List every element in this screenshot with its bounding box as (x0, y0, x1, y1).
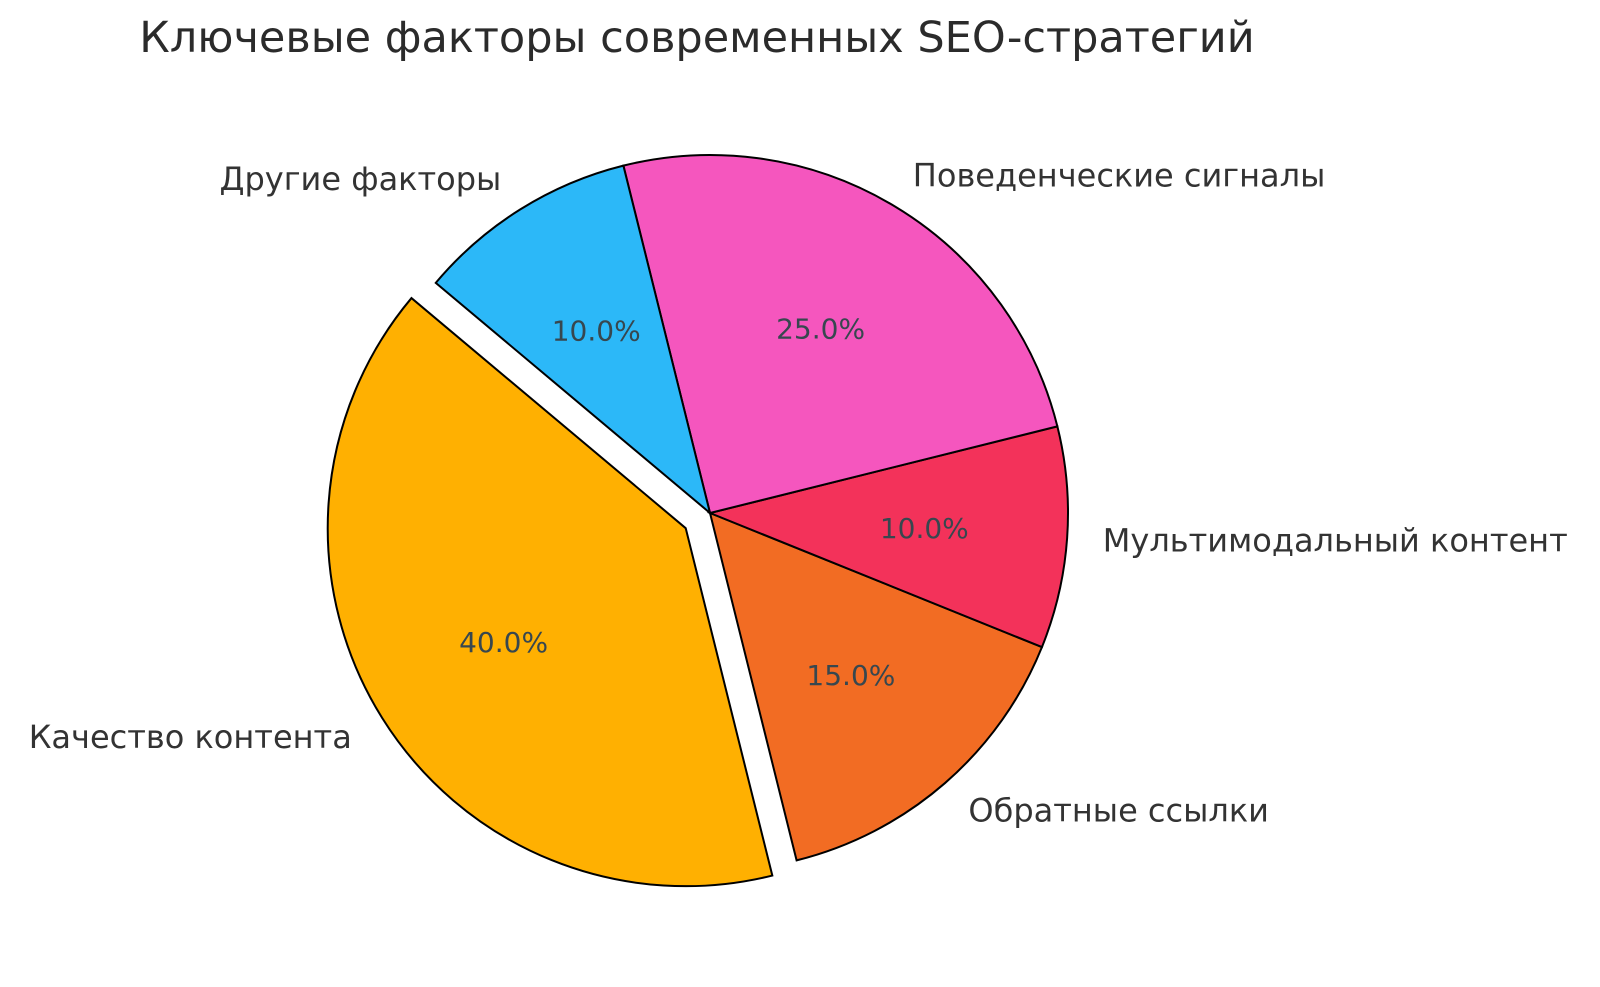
pie-percent-label-4: 10.0% (552, 315, 641, 348)
pie-wedges (326, 154, 1069, 888)
pie-category-label-0: Качество контента (29, 718, 352, 756)
chart-title: Ключевые факторы современных SEO-стратег… (139, 13, 1254, 63)
pie-category-label-2: Мультимодальный контент (1103, 522, 1568, 560)
pie-percent-label-2: 10.0% (880, 512, 969, 545)
pie-percent-label-0: 40.0% (459, 626, 548, 659)
pie-percent-label-3: 25.0% (776, 313, 865, 346)
pie-slice-3 (622, 154, 1059, 515)
pie-slice-1 (708, 511, 1044, 862)
pie-slice-4 (434, 164, 712, 516)
pie-category-label-4: Другие факторы (219, 160, 501, 198)
pie-category-label-3: Поведенческие сигналы (913, 157, 1326, 195)
pie-category-label-1: Обратные ссылки (968, 791, 1269, 829)
pie-percent-label-1: 15.0% (806, 659, 895, 692)
pie-slice-2 (706, 425, 1069, 649)
pie-slice-0 (326, 296, 774, 888)
pie-slice-labels: Качество контента Обратные ссылки Мультимо… (29, 157, 1568, 830)
pie-percent-labels: 40.0% 15.0% 10.0% 25.0% 10.0% (459, 313, 969, 692)
